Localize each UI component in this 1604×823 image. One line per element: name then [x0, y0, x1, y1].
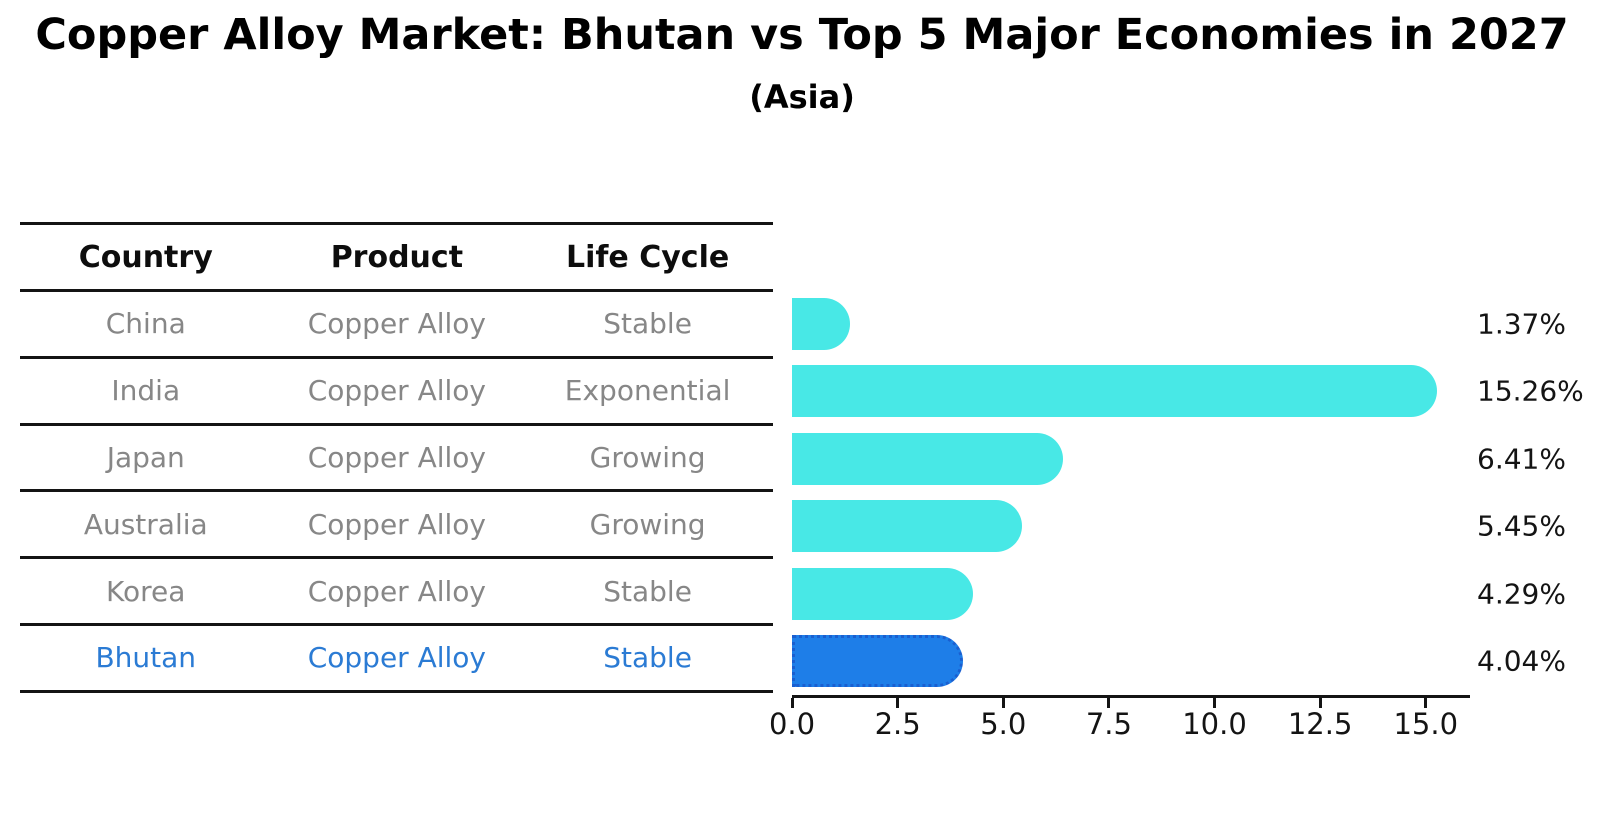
- x-tick-6: [1424, 698, 1428, 708]
- bar-bhutan: [792, 635, 963, 688]
- chart-title: Copper Alloy Market: Bhutan vs Top 5 Maj…: [35, 10, 1569, 60]
- cell-china-life-cycle: Stable: [603, 307, 692, 341]
- value-label-bhutan: 4.04%: [1477, 644, 1566, 678]
- x-tick-label-0: 0.0: [768, 707, 816, 741]
- bar-row-australia: [792, 493, 1468, 561]
- cell-korea-product: Copper Alloy: [307, 574, 486, 608]
- cell-korea-country: Korea: [106, 574, 186, 608]
- column-header-life-cycle: Life Cycle: [565, 239, 730, 275]
- bar-row-india: [792, 358, 1468, 426]
- x-tick-label-1: 2.5: [874, 707, 921, 741]
- bar-korea: [792, 567, 974, 620]
- cell-bhutan-product: Copper Alloy: [307, 641, 486, 675]
- bar-row-japan: [792, 425, 1468, 493]
- table-row-japan: Japan Copper Alloy Growing: [20, 426, 773, 493]
- cell-australia-country: Australia: [83, 507, 208, 541]
- table-row-china: China Copper Alloy Stable: [20, 292, 773, 359]
- bar-india: [792, 365, 1437, 418]
- x-axis-line: [792, 695, 1470, 698]
- cell-australia-life-cycle: Growing: [589, 507, 706, 541]
- cell-bhutan-country: Bhutan: [95, 641, 197, 675]
- cell-india-country: India: [111, 374, 181, 408]
- x-tick-4: [1213, 698, 1216, 708]
- value-label-korea: 4.29%: [1477, 577, 1566, 611]
- cell-japan-product: Copper Alloy: [307, 440, 486, 474]
- cell-japan-country: Japan: [106, 440, 185, 474]
- bar-row-korea: [792, 560, 1468, 628]
- cell-china-product: Copper Alloy: [307, 307, 486, 341]
- value-label-australia: 5.45%: [1477, 509, 1566, 543]
- value-label-india: 15.26%: [1477, 374, 1584, 408]
- column-header-country: Country: [78, 239, 213, 275]
- bar-chart-plot-area: [792, 290, 1468, 695]
- table-header-row: Country Product Life Cycle: [20, 225, 773, 292]
- x-tick-1: [896, 698, 900, 708]
- cell-bhutan-life-cycle: Stable: [603, 641, 692, 675]
- cell-australia-product: Copper Alloy: [307, 507, 486, 541]
- x-tick-label-6: 15.0: [1393, 707, 1459, 741]
- cell-india-life-cycle: Exponential: [564, 374, 731, 408]
- bar-japan: [792, 432, 1063, 485]
- x-tick-0: [790, 698, 794, 708]
- table-row-india: India Copper Alloy Exponential: [20, 359, 773, 426]
- x-tick-label-4: 10.0: [1182, 707, 1247, 741]
- cell-china-country: China: [105, 307, 186, 341]
- chart-subtitle: (Asia): [749, 78, 855, 116]
- bar-australia: [792, 500, 1023, 553]
- x-tick-2: [1001, 698, 1005, 708]
- country-table: Country Product Life Cycle China Copper Allo…: [20, 222, 773, 693]
- bar-china: [792, 297, 850, 350]
- x-tick-label-2: 5.0: [980, 707, 1027, 741]
- cell-india-product: Copper Alloy: [307, 374, 486, 408]
- x-tick-3: [1107, 698, 1111, 708]
- x-tick-5: [1318, 698, 1322, 708]
- column-header-product: Product: [330, 239, 464, 275]
- table-row-bhutan: Bhutan Copper Alloy Stable: [20, 626, 773, 693]
- table-row-australia: Australia Copper Alloy Growing: [20, 492, 773, 560]
- value-label-japan: 6.41%: [1477, 442, 1566, 476]
- table-row-korea: Korea Copper Alloy Stable: [20, 559, 773, 626]
- cell-korea-life-cycle: Stable: [603, 574, 692, 608]
- bar-row-bhutan: [792, 628, 1468, 696]
- x-tick-label-3: 7.5: [1085, 707, 1132, 741]
- x-tick-label-5: 12.5: [1287, 707, 1353, 741]
- value-label-china: 1.37%: [1477, 307, 1566, 341]
- bar-row-china: [792, 290, 1468, 358]
- cell-japan-life-cycle: Growing: [589, 440, 706, 474]
